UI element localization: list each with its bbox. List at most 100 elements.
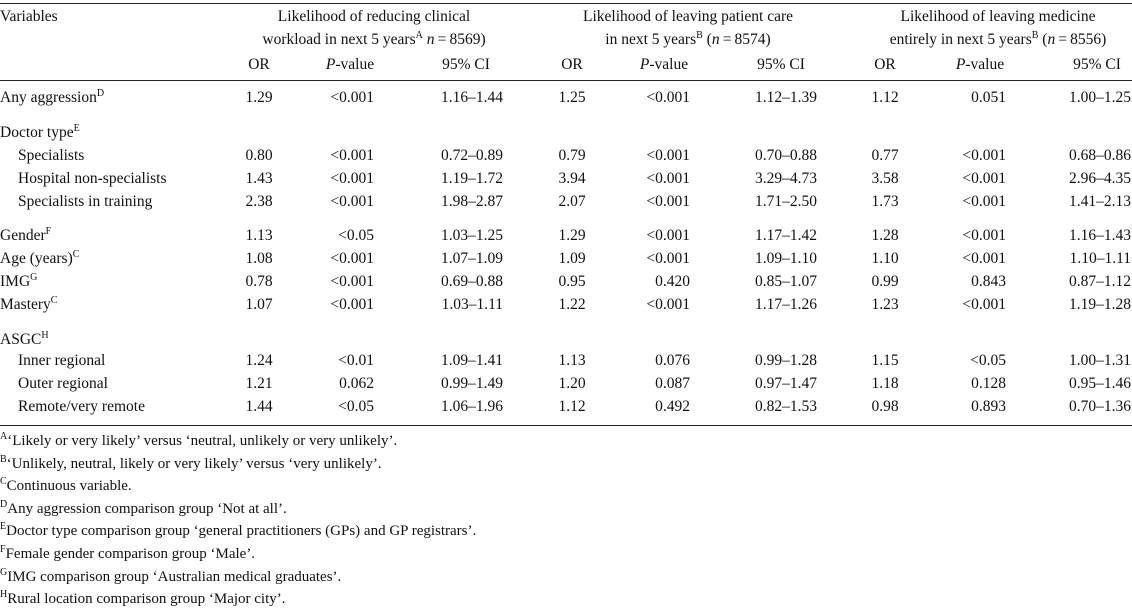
cell-ci-2: 0.85–1.07 [755, 273, 817, 290]
cell-p-1: <0.001 [330, 147, 374, 164]
group-header-3-line1: Likelihood of leaving medicine [900, 8, 1096, 25]
footnote: HRural location comparison group ‘Major … [0, 589, 286, 608]
cell-p-1: <0.05 [338, 227, 374, 244]
cell-or-1: 1.13 [245, 227, 273, 244]
cell-ci-3: 1.00–1.31 [1069, 352, 1131, 369]
cell-p-1: 0.062 [339, 375, 374, 392]
cell-ci-1: 1.19–1.72 [441, 170, 503, 187]
footnote: FFemale gender comparison group ‘Male’. [0, 544, 256, 563]
cell-or-3: 1.73 [871, 193, 899, 210]
cell-or-1: 1.21 [245, 375, 273, 392]
cell-p-2: <0.001 [646, 296, 690, 313]
cell-or-2: 1.20 [558, 375, 586, 392]
row-label: IMGG [0, 272, 38, 291]
cell-or-3: 1.15 [871, 352, 899, 369]
row-label: Specialists in training [18, 193, 153, 210]
cell-p-1: <0.001 [330, 193, 374, 210]
cell-or-1: 1.44 [245, 398, 273, 415]
cell-ci-2: 1.71–2.50 [755, 193, 817, 210]
cell-ci-1: 1.16–1.44 [441, 89, 503, 106]
cell-ci-2: 0.97–1.47 [755, 375, 817, 392]
cell-ci-3: 1.41–2.13 [1069, 193, 1131, 210]
table-top-rule [0, 3, 1132, 4]
cell-p-1: <0.001 [330, 89, 374, 106]
cell-or-2: 1.09 [558, 250, 586, 267]
row-label: MasteryC [0, 295, 58, 314]
cell-p-3: <0.001 [962, 227, 1006, 244]
cell-or-2: 1.29 [558, 227, 586, 244]
row-label: Age (years)C [0, 249, 80, 268]
cell-or-2: 2.07 [558, 193, 586, 210]
cell-or-2: 0.79 [558, 147, 586, 164]
cell-or-2: 1.12 [558, 398, 586, 415]
cell-or-2: 1.22 [558, 296, 586, 313]
cell-ci-3: 0.68–0.86 [1069, 147, 1131, 164]
cell-p-1: <0.05 [338, 398, 374, 415]
row-label: Remote/very remote [18, 398, 145, 415]
p-header-1: P-value [325, 56, 375, 73]
footnote: A‘Likely or very likely’ versus ‘neutral… [0, 431, 398, 450]
cell-p-2: 0.087 [655, 375, 690, 392]
cell-p-3: <0.001 [962, 147, 1006, 164]
cell-p-2: <0.001 [646, 227, 690, 244]
footnote: B‘Unlikely, neutral, likely or very like… [0, 453, 382, 472]
row-label: Hospital non-specialists [18, 170, 167, 187]
cell-ci-1: 1.06–1.96 [441, 398, 503, 415]
cell-p-2: <0.001 [646, 250, 690, 267]
cell-ci-3: 1.16–1.43 [1069, 227, 1131, 244]
cell-ci-2: 0.70–0.88 [755, 147, 817, 164]
cell-ci-2: 3.29–4.73 [755, 170, 817, 187]
cell-p-2: <0.001 [646, 89, 690, 106]
cell-p-2: 0.492 [655, 398, 690, 415]
row-label: Doctor typeE [0, 123, 80, 142]
cell-or-1: 1.29 [245, 89, 273, 106]
row-label: ASGCH [0, 330, 49, 349]
row-label: Specialists [18, 147, 85, 164]
row-label: GenderF [0, 226, 52, 245]
cell-or-2: 1.13 [558, 352, 586, 369]
cell-or-3: 1.18 [871, 375, 899, 392]
or-header-1: OR [248, 56, 270, 73]
cell-p-2: 0.420 [655, 273, 690, 290]
row-label: Any aggressionD [0, 88, 105, 107]
cell-ci-3: 1.00–1.25 [1069, 89, 1131, 106]
or-header-3: OR [874, 56, 896, 73]
p-header-2: P-value [639, 56, 689, 73]
cell-or-3: 1.28 [871, 227, 899, 244]
cell-ci-3: 0.70–1.36 [1069, 398, 1131, 415]
cell-ci-1: 1.09–1.41 [441, 352, 503, 369]
group-header-2-line2: in next 5 yearsB (n = 8574) [605, 30, 771, 49]
cell-p-1: <0.01 [338, 352, 374, 369]
footnote: DAny aggression comparison group ‘Not at… [0, 498, 287, 517]
cell-ci-1: 1.03–1.11 [441, 296, 503, 313]
cell-ci-2: 0.99–1.28 [755, 352, 817, 369]
cell-ci-3: 1.19–1.28 [1069, 296, 1131, 313]
cell-p-3: <0.001 [962, 250, 1006, 267]
cell-ci-2: 1.17–1.42 [755, 227, 817, 244]
cell-p-3: <0.001 [962, 296, 1006, 313]
group-header-1-line1: Likelihood of reducing clinical [277, 8, 471, 25]
cell-p-3: <0.001 [962, 193, 1006, 210]
table-header-rule [0, 80, 1132, 81]
cell-ci-1: 0.69–0.88 [441, 273, 503, 290]
row-label: Outer regional [18, 375, 108, 392]
variables-header: Variables [0, 8, 58, 25]
group-header-3-line2: entirely in next 5 yearsB (n = 8556) [889, 30, 1107, 49]
cell-p-3: 0.893 [971, 398, 1006, 415]
footnote: EDoctor type comparison group ‘general p… [0, 521, 477, 540]
cell-p-2: <0.001 [646, 170, 690, 187]
cell-or-2: 0.95 [558, 273, 586, 290]
cell-or-3: 1.12 [871, 89, 899, 106]
p-header-3: P-value [955, 56, 1005, 73]
cell-ci-2: 1.17–1.26 [755, 296, 817, 313]
footnote: GIMG comparison group ‘Australian medica… [0, 566, 342, 585]
cell-or-1: 0.78 [245, 273, 273, 290]
cell-or-1: 1.08 [245, 250, 273, 267]
cell-or-1: 0.80 [245, 147, 273, 164]
cell-p-3: <0.001 [962, 170, 1006, 187]
group-header-1-line2: workload in next 5 yearsA n = 8569) [262, 30, 486, 49]
cell-ci-3: 0.95–1.46 [1069, 375, 1131, 392]
cell-ci-1: 0.72–0.89 [441, 147, 503, 164]
group-header-2-line1: Likelihood of leaving patient care [582, 8, 794, 25]
